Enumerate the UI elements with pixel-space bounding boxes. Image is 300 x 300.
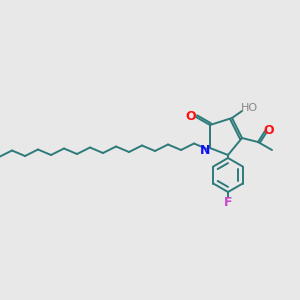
Text: HO: HO [240, 103, 258, 113]
Text: O: O [186, 110, 196, 122]
Text: N: N [200, 143, 210, 157]
Text: O: O [264, 124, 274, 136]
Text: F: F [224, 196, 232, 209]
